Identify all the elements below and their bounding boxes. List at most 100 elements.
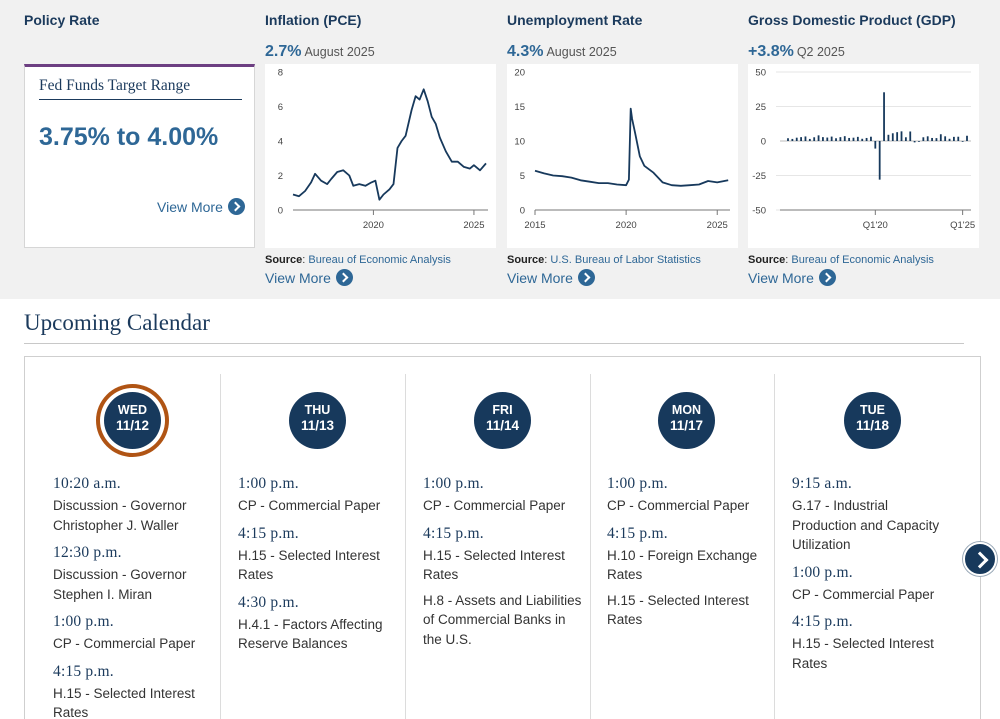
event-time: 4:15 p.m. xyxy=(423,524,484,542)
inflation-view-more-link[interactable]: View More xyxy=(265,269,353,286)
series-line xyxy=(292,88,487,201)
gdp-bar xyxy=(865,137,868,141)
inflation-headline: 2.7% August 2025 xyxy=(265,43,375,61)
inflation-title: Inflation (PCE) xyxy=(265,12,362,28)
unemployment-title: Unemployment Rate xyxy=(507,12,643,28)
inflation-source: Source: Bureau of Economic Analysis xyxy=(265,254,451,266)
gdp-bar xyxy=(804,136,807,141)
day-of-week: MON xyxy=(671,403,702,417)
y-tick-label: 4 xyxy=(278,137,283,148)
gdp-bar xyxy=(961,141,964,142)
day-badge[interactable]: TUE 11/18 xyxy=(844,392,901,449)
event-link[interactable]: CP - Commercial Paper xyxy=(423,498,566,513)
unemployment-view-more-link[interactable]: View More xyxy=(507,269,595,286)
event-link[interactable]: CP - Commercial Paper xyxy=(607,498,750,513)
x-tick-label: 2025 xyxy=(463,220,484,231)
y-tick-label: 2 xyxy=(278,171,283,182)
event-time: 4:15 p.m. xyxy=(53,662,114,680)
event-link[interactable]: H.4.1 - Factors Affecting Reserve Balanc… xyxy=(238,616,383,652)
day-badge[interactable]: MON 11/17 xyxy=(658,392,715,449)
gdp-bar xyxy=(800,137,802,141)
event-time: 10:20 a.m. xyxy=(53,475,121,492)
event-link[interactable]: CP - Commercial Paper xyxy=(792,586,935,602)
event-link[interactable]: H.15 - Selected Interest Rates xyxy=(792,636,934,671)
series-line xyxy=(534,107,729,187)
day-divider xyxy=(220,374,221,719)
gdp-bar xyxy=(935,138,938,141)
y-tick-label: 0 xyxy=(520,206,525,217)
unemployment-chart: 0 5 10 15 20 2015 2020 2025 xyxy=(507,64,738,248)
event-time: 4:15 p.m. xyxy=(238,524,299,542)
event-link[interactable]: H.10 - Foreign Exchange Rates xyxy=(607,547,758,583)
day-badge-today[interactable]: WED 11/12 xyxy=(104,392,161,449)
gdp-value: +3.8% xyxy=(748,43,794,60)
gdp-bar xyxy=(870,136,872,141)
gdp-bar xyxy=(891,133,894,141)
y-tick-label: 20 xyxy=(514,68,525,79)
gdp-bar xyxy=(953,136,955,141)
calendar-divider xyxy=(24,343,964,344)
day-date: 11/13 xyxy=(300,418,335,433)
event-time: 1:00 p.m. xyxy=(423,475,484,492)
event-time: 1:00 p.m. xyxy=(607,475,668,492)
inflation-view-more-label: View More xyxy=(265,269,331,286)
gdp-bar xyxy=(944,136,947,141)
event-link[interactable]: H.15 - Selected Interest Rates xyxy=(238,547,380,583)
gdp-bar xyxy=(839,137,842,141)
day-events: 1:00 p.m. CP - Commercial Paper 4:15 p.m… xyxy=(238,472,403,660)
event-time: 1:00 p.m. xyxy=(792,563,853,581)
x-tick-label: 2015 xyxy=(524,220,545,231)
policy-rate-value: 3.75% to 4.00% xyxy=(39,123,219,151)
policy-view-more-link[interactable]: View More xyxy=(157,198,245,215)
gdp-bar xyxy=(874,141,877,149)
gdp-bar xyxy=(791,138,794,141)
event-time: 4:15 p.m. xyxy=(607,524,668,542)
event-link[interactable]: Discussion - Governor Christopher J. Wal… xyxy=(53,498,187,533)
gdp-view-more-link[interactable]: View More xyxy=(748,269,836,286)
chevron-right-icon xyxy=(335,269,353,286)
day-events: 1:00 p.m. CP - Commercial Paper 4:15 p.m… xyxy=(423,472,588,655)
event-link[interactable]: H.15 - Selected Interest Rates xyxy=(53,685,195,719)
day-date: 11/14 xyxy=(485,418,520,433)
day-badge[interactable]: THU 11/13 xyxy=(289,392,346,449)
event-link[interactable]: CP - Commercial Paper xyxy=(53,636,196,651)
gdp-bar xyxy=(822,137,824,141)
x-tick-label: Q1'25 xyxy=(950,220,975,231)
day-divider xyxy=(590,374,591,719)
inflation-source-link[interactable]: Bureau of Economic Analysis xyxy=(308,254,451,266)
gdp-source-link[interactable]: Bureau of Economic Analysis xyxy=(791,254,934,266)
gdp-bar xyxy=(931,137,933,141)
calendar-next-button[interactable] xyxy=(963,542,997,576)
gdp-chart-svg: 50 25 0 -25 -50 Q1'20 Q1'25 xyxy=(752,68,975,232)
unemployment-chart-svg: 0 5 10 15 20 2015 2020 2025 xyxy=(514,68,730,231)
y-tick-label: 0 xyxy=(761,137,766,148)
inflation-chart-svg: 0 2 4 6 8 2020 2025 xyxy=(278,68,488,231)
x-tick-label: 2025 xyxy=(707,220,728,231)
day-of-week: TUE xyxy=(860,403,885,417)
event-link[interactable]: Discussion - Governor Stephen I. Miran xyxy=(53,567,187,602)
event-link[interactable]: H.15 - Selected Interest Rates xyxy=(607,592,749,628)
calendar-heading: Upcoming Calendar xyxy=(24,310,210,335)
gdp-bar xyxy=(787,138,789,141)
event-link[interactable]: H.15 - Selected Interest Rates xyxy=(423,547,565,583)
gdp-bar xyxy=(843,136,846,141)
day-events: 10:20 a.m. Discussion - Governor Christo… xyxy=(53,472,218,719)
event-time: 4:30 p.m. xyxy=(238,593,299,611)
y-tick-label: 25 xyxy=(755,102,766,113)
event-time: 9:15 a.m. xyxy=(792,475,852,492)
gdp-bar xyxy=(948,138,951,141)
policy-view-more-label: View More xyxy=(157,198,223,215)
unemployment-source-link[interactable]: U.S. Bureau of Labor Statistics xyxy=(550,254,701,266)
day-date: 11/18 xyxy=(855,418,890,433)
gdp-bar xyxy=(817,135,820,141)
gdp-bar xyxy=(922,137,925,141)
gdp-view-more-label: View More xyxy=(748,269,814,286)
y-tick-label: 15 xyxy=(514,102,525,113)
event-link[interactable]: H.8 - Assets and Liabilities of Commerci… xyxy=(423,592,582,647)
gdp-bar xyxy=(835,138,837,141)
x-tick-label: 2020 xyxy=(616,220,637,231)
gdp-bar xyxy=(966,135,968,141)
event-link[interactable]: CP - Commercial Paper xyxy=(238,498,381,513)
day-badge[interactable]: FRI 11/14 xyxy=(474,392,531,449)
event-link[interactable]: G.17 - Industrial Production and Capacit… xyxy=(792,498,940,552)
